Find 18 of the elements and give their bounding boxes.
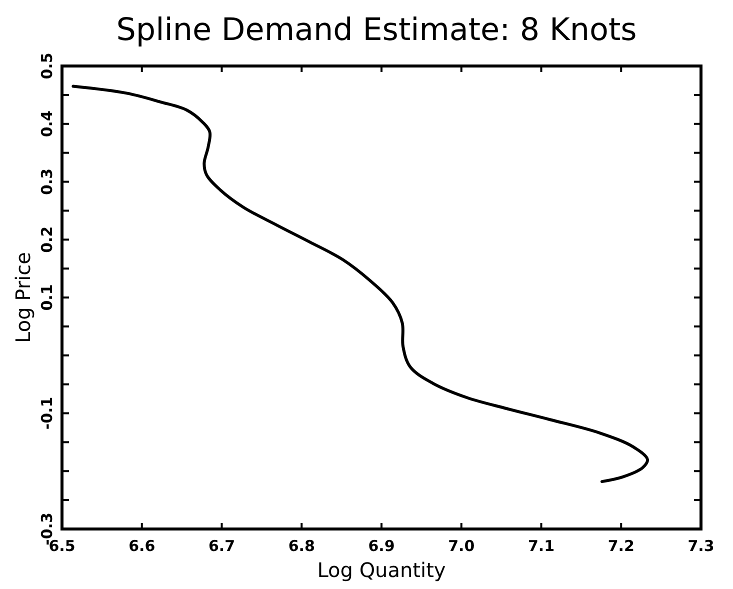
x-tick-label: 6.6 [128, 537, 156, 555]
x-tick-label: 6.8 [288, 537, 315, 555]
y-tick-label: -0.1 [38, 396, 56, 430]
y-tick-label: 0.4 [38, 110, 56, 138]
x-tick-label: 7.0 [448, 537, 475, 555]
x-tick-label: 7.1 [528, 537, 555, 555]
x-tick-label: 7.3 [688, 537, 714, 555]
y-tick-label: 0.5 [38, 52, 56, 80]
line-series [72, 84, 649, 484]
y-axis-title: Log Price [11, 252, 35, 343]
y-tick-label: 0.2 [38, 226, 56, 253]
x-tick-label: 6.7 [208, 537, 236, 555]
x-tick-label: 6.9 [368, 537, 395, 555]
y-tick-label: 0.1 [38, 284, 56, 311]
x-tick-label: 7.2 [608, 537, 634, 555]
chart-title: Spline Demand Estimate: 8 Knots [116, 12, 637, 48]
y-tick-label: 0.3 [38, 168, 56, 196]
x-axis-title: Log Quantity [317, 558, 446, 582]
